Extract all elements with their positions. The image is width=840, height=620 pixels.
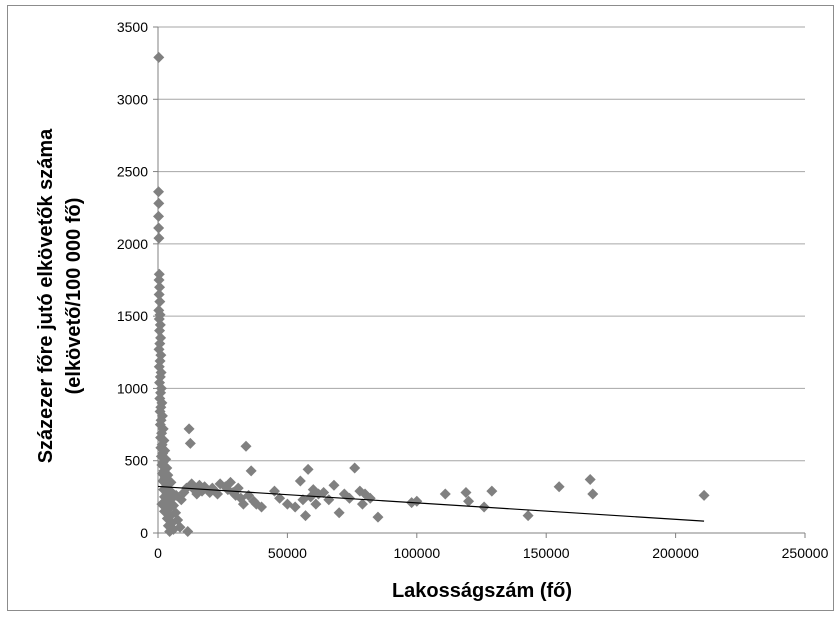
y-axis-title-line-1: Százezer főre jutó elkövetők száma	[35, 128, 57, 463]
data-point	[553, 481, 565, 493]
data-point	[153, 210, 165, 222]
y-tick-label: 500	[125, 453, 149, 469]
data-point	[300, 510, 312, 522]
data-point	[587, 488, 599, 500]
data-point	[584, 474, 596, 486]
data-point	[154, 325, 166, 337]
data-point	[224, 476, 236, 488]
y-tick-label: 2000	[117, 236, 148, 252]
trendline-group	[157, 485, 705, 522]
data-point	[356, 498, 368, 510]
data-point	[158, 505, 170, 517]
x-tick-label: 200000	[652, 545, 699, 561]
y-axis-title-line-2: (elkövető/100 000 fő)	[63, 198, 85, 395]
data-point	[153, 186, 165, 198]
x-tick-label: 250000	[782, 545, 829, 561]
data-point	[245, 465, 257, 477]
trendline	[157, 485, 705, 522]
x-tick-label: 100000	[393, 545, 440, 561]
y-tick-label: 3000	[117, 91, 148, 107]
data-point	[183, 423, 195, 435]
chart-frame	[7, 5, 834, 611]
y-tick-label: 0	[140, 525, 148, 541]
data-point	[349, 462, 361, 474]
data-point	[164, 526, 176, 538]
data-point	[154, 281, 166, 293]
grid-lines	[158, 26, 805, 462]
x-tick-label: 150000	[523, 545, 570, 561]
x-tick-labels: 0 50000 100000 150000 200000 250000	[154, 545, 828, 561]
y-tick-label: 2500	[117, 164, 148, 180]
y-tick-label: 1500	[117, 308, 148, 324]
data-point	[182, 526, 194, 538]
data-point	[153, 197, 165, 209]
data-point	[328, 479, 340, 491]
data-point	[486, 485, 498, 497]
data-point	[411, 495, 423, 507]
data-point	[153, 288, 165, 300]
y-tick-label: 3500	[117, 19, 148, 35]
data-point	[212, 488, 224, 500]
data-point	[165, 476, 177, 488]
data-point	[439, 488, 451, 500]
axes	[153, 26, 806, 538]
data-point	[364, 492, 376, 504]
data-points	[153, 51, 710, 538]
data-point	[372, 511, 384, 523]
y-tick-label: 1000	[117, 380, 148, 396]
data-point	[237, 498, 249, 510]
data-point	[463, 495, 475, 507]
data-point	[698, 489, 710, 501]
data-point	[154, 296, 166, 308]
data-point	[333, 507, 345, 519]
data-point	[256, 501, 268, 513]
data-point	[153, 222, 165, 234]
x-tick-label: 50000	[268, 545, 307, 561]
y-axis-title: Százezer főre jutó elkövetők száma (elkö…	[35, 128, 85, 463]
x-tick-label: 0	[154, 545, 162, 561]
data-point	[310, 498, 322, 510]
y-tick-labels: 0 500 1000 1500 2000 2500 3000 3500	[117, 19, 148, 541]
data-point	[522, 510, 534, 522]
data-point	[274, 492, 286, 504]
data-point	[294, 475, 306, 487]
x-axis-title: Lakosságszám (fő)	[392, 580, 572, 602]
data-point	[318, 487, 330, 499]
data-point	[153, 232, 165, 244]
data-point	[240, 440, 252, 452]
data-point	[153, 268, 165, 280]
data-point	[184, 437, 196, 449]
data-point	[153, 51, 165, 63]
data-point	[153, 274, 165, 286]
data-point	[460, 487, 472, 499]
data-point	[302, 463, 314, 475]
data-point	[289, 501, 301, 513]
